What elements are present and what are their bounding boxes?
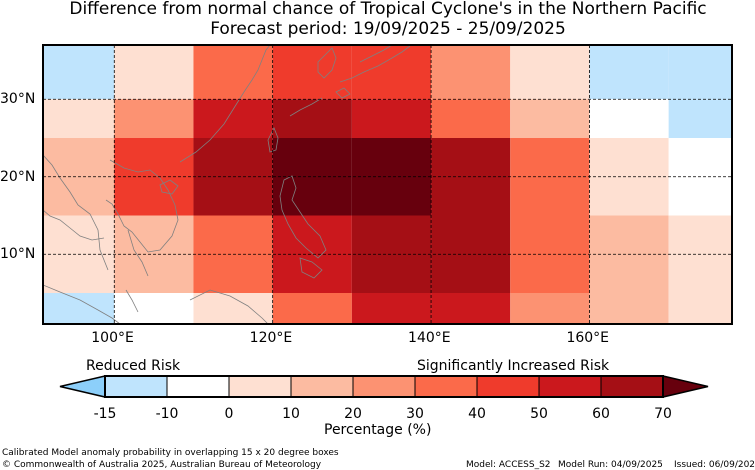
risk-cell [589, 45, 669, 100]
colorbar-tick-label: -10 [155, 406, 179, 422]
risk-cell [351, 99, 432, 138]
increased-risk-label: Significantly Increased Risk [417, 358, 610, 374]
borneo-coastline [189, 289, 269, 324]
risk-cell [431, 45, 511, 100]
risk-cell [431, 99, 511, 138]
colorbar-tick-label: 60 [592, 406, 610, 422]
risk-cell [668, 99, 732, 138]
risk-cell [114, 293, 194, 324]
colorbar-extend-low [59, 375, 106, 398]
colorbar-outline [104, 375, 664, 398]
risk-cell [193, 45, 273, 100]
hainan-island [159, 179, 179, 195]
colorbar-tick-label: 50 [530, 406, 548, 422]
colorbar-segment [228, 375, 292, 398]
latitude-label: 30°N [0, 91, 36, 108]
colorbar-segment [414, 375, 478, 398]
china-coastline [43, 154, 109, 271]
risk-cell [589, 293, 669, 324]
risk-cell [193, 99, 273, 138]
colorbar-segment [352, 375, 416, 398]
copyright-note: © Commonwealth of Australia 2025, Austra… [2, 460, 322, 470]
colorbar-segment [538, 375, 602, 398]
risk-cell [43, 293, 115, 324]
colorbar-tick-label: 10 [282, 406, 300, 422]
colorbar-segment [290, 375, 354, 398]
risk-cell [510, 45, 590, 100]
risk-cell [668, 293, 732, 324]
colorbar-segment [166, 375, 230, 398]
south-china-coastline [179, 45, 271, 163]
model-name: Model: ACCESS_S2 [466, 460, 551, 470]
risk-cell-layer [43, 45, 732, 324]
colorbar-tick-label: 70 [654, 406, 672, 422]
risk-cell [114, 45, 194, 100]
risk-cell [510, 293, 590, 324]
colorbar-tick-label: 20 [344, 406, 362, 422]
model-run-date: Model Run: 04/09/2025 [558, 460, 663, 470]
colorbar-segment [600, 375, 664, 398]
map-frame [42, 44, 733, 325]
philippines-islands [279, 175, 327, 279]
issued-date: Issued: 06/09/2025 [674, 460, 755, 470]
sumatra-malaya [43, 284, 139, 324]
colorbar-tick-label: 0 [224, 406, 234, 422]
latitude-label: 20°N [0, 168, 36, 185]
risk-cell [351, 293, 432, 324]
risk-cell [589, 99, 669, 138]
graticule [43, 45, 732, 324]
longitude-label: 140°E [408, 330, 451, 346]
risk-cell [43, 45, 115, 100]
reduced-risk-label: Reduced Risk [86, 358, 181, 374]
coastline-layer [43, 45, 411, 324]
colorbar-tick-label: -15 [93, 406, 117, 422]
indochina-coastline [105, 159, 179, 277]
risk-cell [114, 99, 194, 138]
ryukyu-islands [289, 97, 323, 117]
risk-cell [351, 45, 432, 100]
colorbar [59, 375, 709, 398]
map-title: Difference from normal chance of Tropica… [69, 0, 707, 19]
risk-cell [43, 99, 115, 138]
colorbar-tick-label: 30 [406, 406, 424, 422]
latitude-label: 10°N [0, 246, 36, 263]
colorbar-axis-label: Percentage (%) [324, 422, 432, 438]
risk-cell [193, 293, 273, 324]
colorbar-segment [104, 375, 168, 398]
risk-cell [431, 293, 511, 324]
risk-cell [668, 45, 732, 100]
risk-cell [272, 293, 352, 324]
forecast-period-subtitle: Forecast period: 19/09/2025 - 25/09/2025 [210, 19, 566, 39]
colorbar-tick-label: 40 [468, 406, 486, 422]
colorbar-segment [476, 375, 540, 398]
risk-cell [272, 99, 352, 138]
risk-cell [272, 45, 352, 100]
risk-cell [510, 99, 590, 138]
japan-islands [335, 45, 411, 99]
korea-peninsula [317, 47, 337, 79]
longitude-label: 100°E [91, 330, 134, 346]
longitude-label: 120°E [249, 330, 293, 346]
longitude-label: 160°E [566, 330, 610, 346]
method-note: Calibrated Model anomaly probability in … [2, 448, 339, 458]
colorbar-extend-high [662, 375, 709, 398]
